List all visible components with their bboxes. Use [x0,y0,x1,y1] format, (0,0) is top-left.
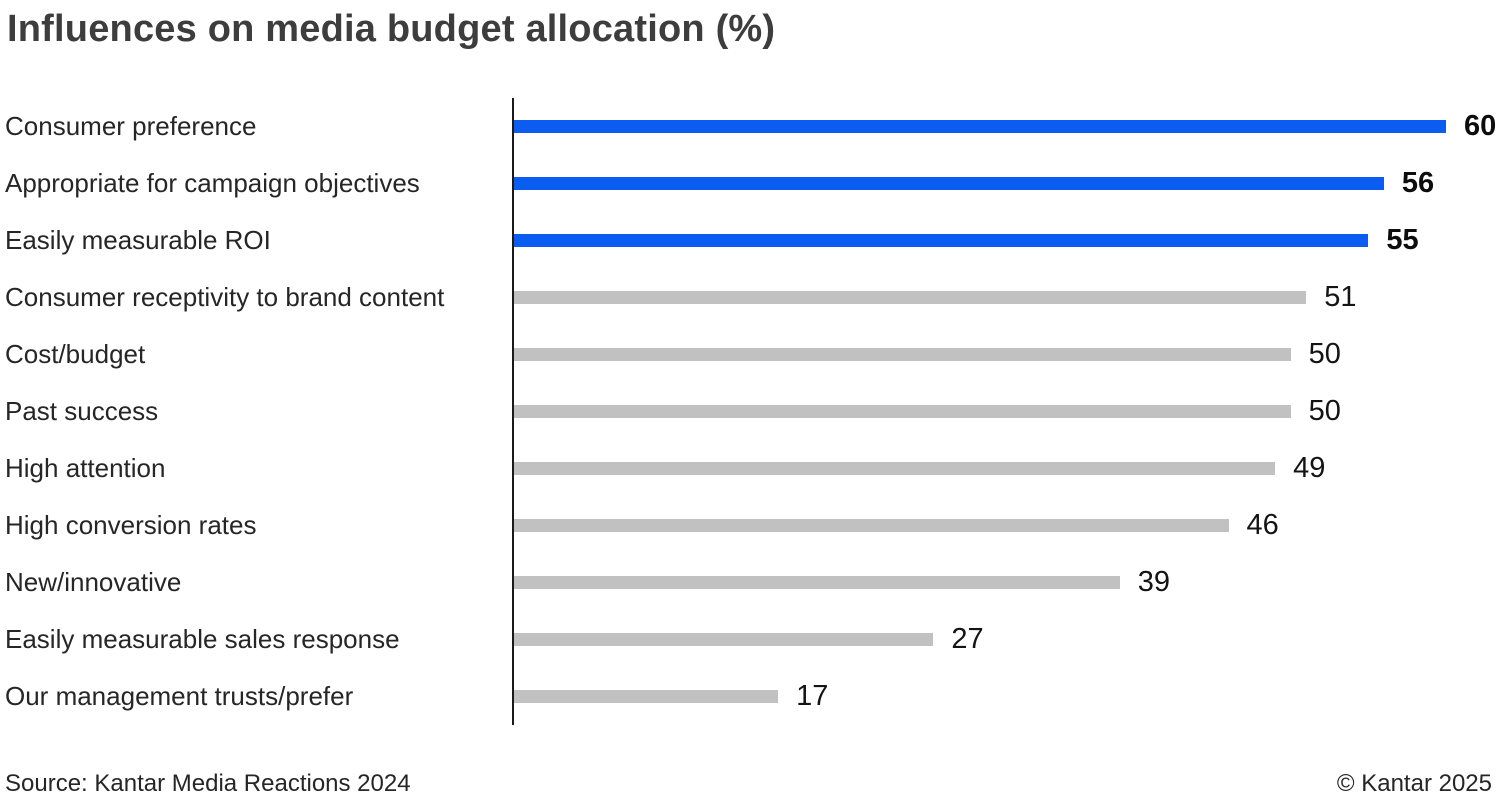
category-label: Appropriate for campaign objectives [5,168,420,198]
chart-row: Appropriate for campaign objectives 56 [0,155,1500,212]
category-label: New/innovative [5,567,182,597]
category-label: Cost/budget [5,339,146,369]
copyright-note: © Kantar 2025 [1336,770,1492,797]
value-label: 51 [1324,281,1357,313]
category-label: Consumer receptivity to brand content [5,282,445,312]
chart-row: Consumer receptivity to brand content 51 [0,269,1500,326]
bar [514,519,1229,532]
value-label: 39 [1137,566,1171,598]
category-label: Our management trusts/prefer [5,681,354,711]
category-label: Easily measurable ROI [5,225,271,255]
category-label: Easily measurable sales response [5,624,400,654]
bar-track: 60 [512,98,1500,155]
chart-row: Consumer preference 60 [0,98,1500,155]
category-label: Consumer preference [5,111,257,141]
bar [514,462,1276,475]
chart-row: Our management trusts/prefer 17 [0,668,1500,725]
value-label: 60 [1464,110,1497,142]
bar [514,291,1307,304]
chart-row: New/innovative 39 [0,554,1500,611]
chart-footer: Source: Kantar Media Reactions 2024 © Ka… [5,770,1492,798]
value-label: 46 [1246,509,1279,541]
value-label: 27 [951,623,984,655]
bar [514,690,779,703]
bar [514,348,1291,361]
chart-row: High attention 49 [0,440,1500,497]
source-note: Source: Kantar Media Reactions 2024 [5,770,411,797]
bar-track: 51 [512,269,1500,326]
chart-row: Easily measurable sales response 27 [0,611,1500,668]
bar-track: 39 [512,554,1500,611]
value-label: 50 [1308,395,1341,427]
value-label: 17 [796,680,829,712]
chart-title: Influences on media budget allocation (%… [7,8,776,50]
bar-track: 46 [512,497,1500,554]
bar-highlighted [514,234,1369,247]
value-label: 50 [1308,338,1341,370]
category-label: Past success [5,396,159,426]
bar [514,576,1120,589]
bar-track: 56 [512,155,1500,212]
bar-track: 50 [512,383,1500,440]
chart-row: High conversion rates 46 [0,497,1500,554]
bar-track: 50 [512,326,1500,383]
bar-highlighted [514,120,1446,133]
bar-track: 55 [512,212,1500,269]
bar-track: 17 [512,668,1500,725]
chart-row: Easily measurable ROI 55 [0,212,1500,269]
bar-highlighted [514,177,1384,190]
category-label: High conversion rates [5,510,257,540]
bar-track: 49 [512,440,1500,497]
value-label: 49 [1293,452,1326,484]
category-label: High attention [5,453,166,483]
value-label: 55 [1386,224,1419,256]
chart-row: Cost/budget 50 [0,326,1500,383]
chart-row: Past success 50 [0,383,1500,440]
bar [514,633,934,646]
value-label: 56 [1401,167,1435,199]
bar-chart: Consumer preference 60 Appropriate for cam… [0,98,1500,725]
bar-track: 27 [512,611,1500,668]
bar [514,405,1291,418]
